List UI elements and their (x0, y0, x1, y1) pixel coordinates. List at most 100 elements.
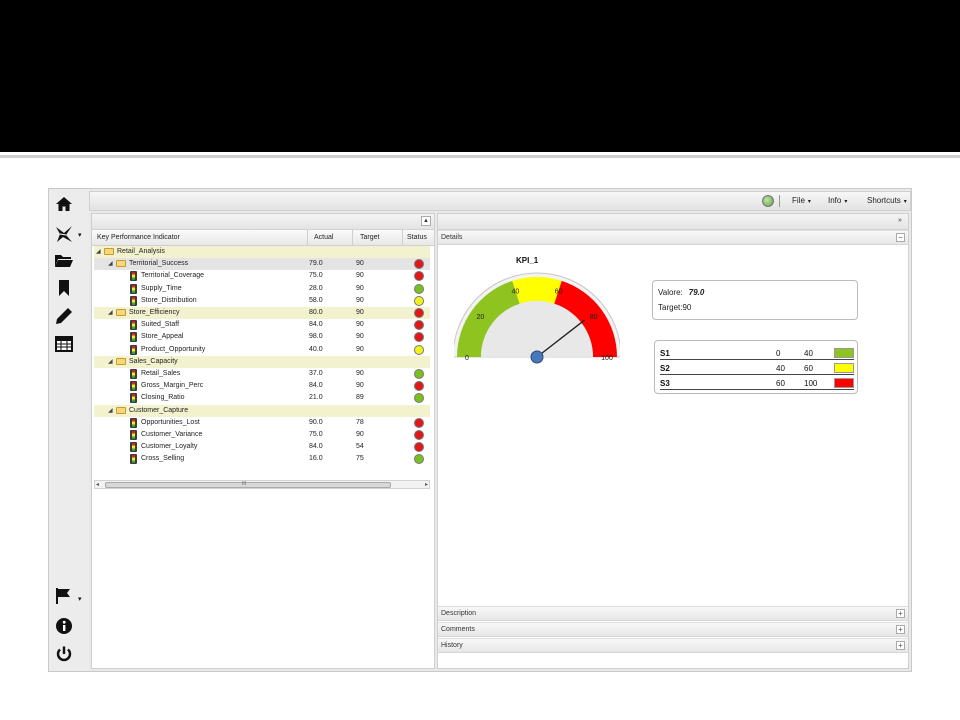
horizontal-scrollbar[interactable]: ◂ III ▸ (94, 480, 430, 489)
header-target[interactable]: Target (360, 234, 380, 241)
kpi-actual: 75.0 (309, 431, 323, 438)
expand-toggle-icon[interactable]: ◢ (108, 358, 113, 365)
status-green-indicator (414, 283, 424, 294)
traffic-light-icon (130, 283, 137, 294)
pencil-icon[interactable] (53, 305, 75, 327)
tree-kpi-row[interactable]: Opportunities_Lost 90.0 78 (94, 417, 430, 429)
kpi-target: 90 (356, 321, 364, 329)
kpi-name: Gross_Margin_Perc (141, 382, 204, 390)
tree-kpi-row[interactable]: Store_Distribution 58.0 90 (94, 295, 430, 307)
info-menu[interactable]: Info ▾ (828, 196, 847, 205)
folder-icon[interactable] (53, 249, 75, 271)
tree-kpi-row[interactable]: Cross_Selling 16.0 75 (94, 453, 430, 465)
expand-icon[interactable]: + (896, 625, 905, 634)
navigator-icon[interactable] (53, 223, 75, 245)
section-title: Description (441, 610, 477, 617)
gauge-tick-label: 80 (590, 314, 598, 321)
scroll-left-icon[interactable]: ◂ (96, 482, 100, 488)
chevron-down-icon[interactable]: ▾ (78, 596, 82, 603)
section-title: History (441, 642, 463, 649)
threshold-table: S1 0 40 S2 40 60 S3 60 100 (654, 340, 858, 394)
kpi-name: Supply_Time (141, 284, 182, 292)
tree-kpi-row[interactable]: Closing_Ratio 21.0 89 (94, 392, 430, 404)
tree-kpi-row[interactable]: Supply_Time 28.0 90 (94, 283, 430, 295)
traffic-light-icon (130, 344, 137, 355)
header-status[interactable]: Status (407, 234, 427, 241)
kpi-actual: 84.0 (309, 321, 323, 329)
status-green-indicator (414, 369, 424, 379)
kpi-name: Territorial_Coverage (141, 272, 205, 280)
tree-group-row[interactable]: ◢ Customer_Capture (94, 404, 430, 417)
scroll-right-icon[interactable]: ▸ (424, 482, 428, 488)
threshold-color-swatch (834, 378, 854, 388)
tree-group-row[interactable]: ◢ Territorial_Success 79.0 90 (94, 258, 430, 271)
kpi-target: 90 (356, 345, 364, 353)
kpi-name: Suited_Staff (141, 321, 180, 329)
column-divider[interactable] (352, 230, 353, 246)
info-icon[interactable] (53, 615, 75, 637)
slide-banner (0, 0, 960, 152)
home-icon[interactable] (53, 193, 75, 215)
flag-icon[interactable] (53, 585, 75, 607)
kpi-name: Retail_Sales (141, 370, 181, 377)
tree-header: Key Performance Indicator Actual Target … (92, 230, 434, 246)
header-kpi[interactable]: Key Performance Indicator (97, 234, 180, 241)
tree-kpi-row[interactable]: Customer_Variance 75.0 90 (94, 429, 430, 441)
details-section-header[interactable]: Details − (438, 230, 908, 245)
tree-kpi-row[interactable]: Product_Opportunity 40.0 90 (94, 344, 430, 356)
calendar-icon[interactable] (53, 333, 75, 355)
kpi-actual: 75.0 (309, 272, 323, 280)
threshold-name: S3 (660, 379, 670, 388)
kpi-target: 90 (356, 284, 364, 292)
status-red-indicator (414, 308, 424, 318)
status-yellow-indicator (414, 344, 424, 355)
expand-toggle-icon[interactable]: ◢ (108, 261, 113, 268)
expand-panel-icon[interactable]: » (898, 217, 902, 224)
tree-kpi-row[interactable]: Customer_Loyalty 84.0 54 (94, 441, 430, 453)
collapse-button[interactable]: ▲ (421, 216, 431, 226)
expand-toggle-icon[interactable]: ◢ (108, 310, 113, 316)
kpi-actual: 58.0 (309, 296, 323, 304)
expand-icon[interactable]: + (896, 641, 905, 650)
target-label: Target: (658, 303, 683, 312)
tree-kpi-row[interactable]: Suited_Staff 84.0 90 (94, 319, 430, 331)
scroll-thumb[interactable]: III (105, 481, 391, 488)
collapse-icon[interactable]: − (896, 233, 905, 242)
power-icon[interactable] (53, 643, 75, 665)
folder-icon (116, 406, 126, 414)
column-divider[interactable] (402, 230, 403, 246)
tree-body: ◢ Retail_Analysis ◢ Territorial_Success 79.0… (92, 246, 434, 486)
shortcuts-menu[interactable]: Shortcuts ▾ (867, 196, 907, 205)
tree-kpi-row[interactable]: Gross_Margin_Perc 84.0 90 (94, 380, 430, 392)
gauge-tick-label: 0 (465, 355, 469, 362)
globe-icon[interactable] (762, 195, 774, 207)
expand-toggle-icon[interactable]: ◢ (96, 249, 101, 255)
tree-group-row[interactable]: ◢ Store_Efficiency 80.0 90 (94, 307, 430, 319)
bookmark-icon[interactable] (53, 277, 75, 299)
expand-icon[interactable]: + (896, 609, 905, 618)
expand-toggle-icon[interactable]: ◢ (108, 407, 113, 414)
header-actual[interactable]: Actual (314, 234, 334, 241)
tree-group-row[interactable]: ◢ Retail_Analysis (94, 246, 430, 258)
value-text: 79.0 (688, 288, 705, 297)
tree-kpi-row[interactable]: Territorial_Coverage 75.0 90 (94, 270, 430, 282)
status-red-indicator (414, 332, 424, 343)
section-comments-header[interactable]: Comments + (438, 622, 908, 637)
file-menu-label: File (792, 196, 805, 205)
kpi-name: Sales_Capacity (129, 357, 178, 365)
sidebar: ▾ ▾ (49, 189, 89, 671)
tree-kpi-row[interactable]: Store_Appeal 98.0 90 (94, 331, 430, 343)
section-history-header[interactable]: History + (438, 638, 908, 653)
kpi-name: Retail_Analysis (117, 248, 165, 255)
section-description-header[interactable]: Description + (438, 606, 908, 621)
chevron-down-icon[interactable]: ▾ (78, 232, 82, 239)
value-label: Valore: (658, 288, 683, 297)
column-divider[interactable] (307, 230, 308, 246)
file-menu[interactable]: File ▾ (792, 196, 811, 205)
gauge-inner (481, 301, 593, 357)
tree-kpi-row[interactable]: Retail_Sales 37.0 90 (94, 368, 430, 380)
value-box: Valore: 79.0 Target:90 (652, 280, 858, 320)
status-red-indicator (414, 417, 424, 428)
tree-group-row[interactable]: ◢ Sales_Capacity (94, 355, 430, 368)
kpi-name: Store_Appeal (141, 333, 184, 341)
